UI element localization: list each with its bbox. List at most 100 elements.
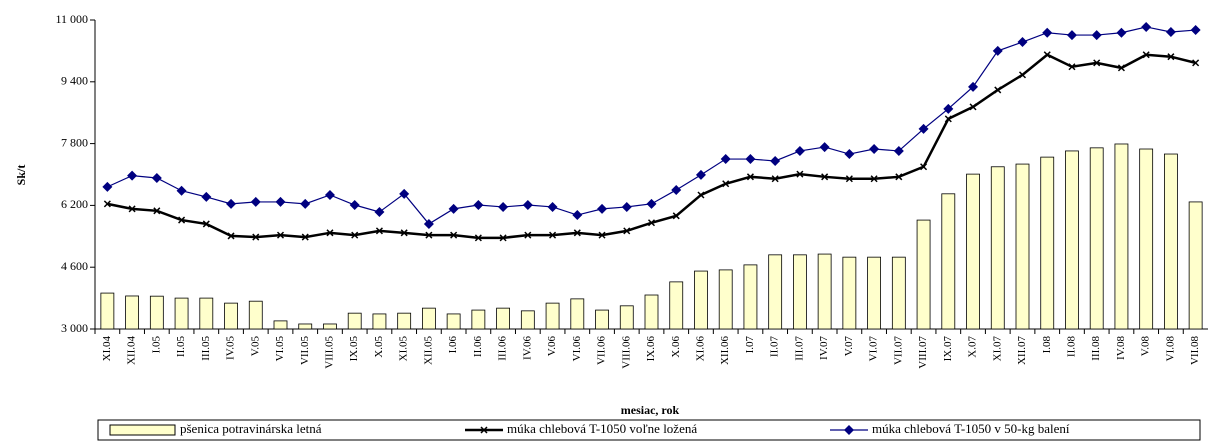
point bbox=[819, 142, 830, 153]
point bbox=[547, 201, 558, 212]
legend-label: múka chlebová T-1050 voľne ložená bbox=[507, 421, 697, 436]
y-tick-label: 11 000 bbox=[55, 12, 88, 26]
point bbox=[1017, 37, 1028, 48]
bar bbox=[694, 270, 708, 330]
x-tick-label: VIII.05 bbox=[323, 336, 335, 369]
point bbox=[448, 203, 459, 214]
x-tick-label: VII.05 bbox=[299, 336, 311, 366]
x-tick-label: I.06 bbox=[447, 336, 459, 354]
point bbox=[201, 191, 212, 202]
point bbox=[275, 196, 286, 207]
point bbox=[771, 175, 779, 183]
point bbox=[301, 233, 309, 241]
x-tick-label: IX.05 bbox=[348, 336, 360, 362]
legend-marker bbox=[844, 425, 854, 435]
bar bbox=[149, 295, 164, 330]
point bbox=[745, 154, 756, 165]
x-tick-label: V.08 bbox=[1140, 336, 1152, 357]
point bbox=[943, 103, 954, 114]
point bbox=[1091, 30, 1102, 41]
y-axis-title: Sk/t bbox=[14, 165, 28, 186]
bar bbox=[891, 256, 906, 330]
point bbox=[326, 229, 334, 237]
point bbox=[524, 231, 532, 239]
point bbox=[349, 200, 360, 211]
y-tick-label: 7 800 bbox=[61, 135, 88, 149]
x-tick-label: X.07 bbox=[967, 336, 979, 358]
point bbox=[399, 188, 410, 199]
x-tick-label: IX.06 bbox=[645, 336, 657, 362]
point bbox=[1190, 25, 1201, 36]
point bbox=[770, 155, 781, 166]
bar bbox=[100, 292, 115, 330]
bar bbox=[471, 309, 486, 330]
x-axis-title: mesiac, rok bbox=[621, 403, 680, 417]
point bbox=[450, 231, 458, 239]
legend-marker bbox=[480, 426, 488, 434]
point bbox=[375, 227, 383, 235]
point bbox=[300, 198, 311, 209]
x-tick-label: VII.08 bbox=[1189, 336, 1201, 366]
x-tick-label: IV.05 bbox=[225, 336, 237, 360]
x-tick-label: VI.08 bbox=[1164, 336, 1176, 362]
point bbox=[1141, 21, 1152, 32]
x-tick-label: VI.05 bbox=[274, 336, 286, 362]
x-tick-label: X.05 bbox=[373, 336, 385, 358]
point bbox=[549, 231, 557, 239]
bar bbox=[570, 298, 585, 330]
point bbox=[102, 181, 113, 192]
x-tick-label: I.05 bbox=[150, 336, 162, 354]
bar bbox=[916, 219, 931, 330]
point bbox=[1116, 27, 1127, 38]
point bbox=[621, 201, 632, 212]
bar bbox=[298, 323, 313, 330]
point bbox=[153, 207, 161, 215]
point bbox=[646, 198, 657, 209]
point bbox=[374, 206, 385, 217]
x-tick-label: IV.06 bbox=[521, 336, 533, 360]
bar bbox=[941, 193, 956, 330]
bar bbox=[644, 294, 659, 330]
x-tick-label: XI.04 bbox=[101, 336, 113, 362]
bar bbox=[1065, 150, 1079, 330]
bar bbox=[743, 264, 758, 330]
line bbox=[107, 26, 1196, 225]
point bbox=[1192, 59, 1200, 67]
point bbox=[1167, 53, 1175, 61]
point bbox=[821, 173, 829, 181]
x-tick-label: II.07 bbox=[769, 336, 781, 358]
line bbox=[107, 53, 1196, 240]
x-tick-label: I.08 bbox=[1041, 336, 1053, 354]
point bbox=[276, 231, 285, 239]
x-tick-label: VIII.06 bbox=[620, 336, 632, 369]
bar bbox=[446, 313, 461, 330]
x-tick-label: XII.06 bbox=[719, 336, 731, 366]
point bbox=[498, 201, 509, 212]
point bbox=[695, 169, 706, 180]
point bbox=[573, 229, 581, 237]
bar bbox=[1188, 201, 1203, 330]
point bbox=[227, 232, 235, 240]
point bbox=[994, 86, 1002, 94]
x-tick-label: VII.07 bbox=[892, 336, 904, 366]
x-tick-label: II.05 bbox=[175, 336, 187, 358]
point bbox=[128, 205, 136, 213]
point bbox=[722, 180, 730, 188]
x-tick-label: II.06 bbox=[472, 336, 484, 358]
bar bbox=[421, 307, 436, 330]
point bbox=[572, 210, 583, 221]
bar bbox=[1040, 156, 1055, 330]
point bbox=[103, 200, 111, 208]
point bbox=[672, 212, 680, 220]
bar bbox=[1114, 143, 1129, 330]
bar bbox=[372, 313, 387, 330]
x-tick-label: VIII.07 bbox=[917, 336, 929, 369]
x-tick-label: III.05 bbox=[200, 336, 212, 361]
bar bbox=[595, 309, 609, 330]
point bbox=[250, 196, 261, 207]
point bbox=[623, 227, 631, 235]
bar bbox=[199, 297, 214, 330]
point bbox=[351, 231, 359, 239]
point bbox=[647, 219, 656, 227]
